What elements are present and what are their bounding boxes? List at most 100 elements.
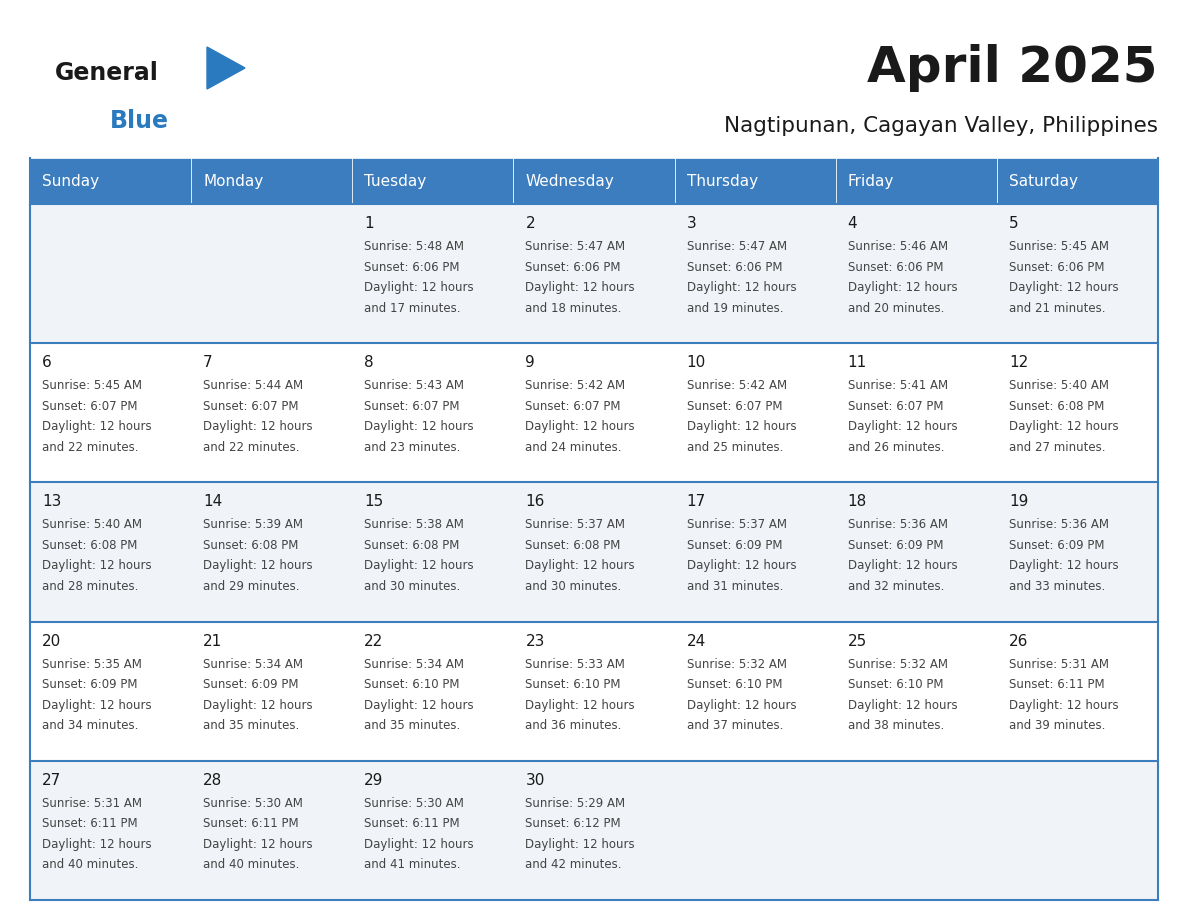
Text: Daylight: 12 hours: Daylight: 12 hours	[365, 838, 474, 851]
Text: 12: 12	[1009, 355, 1028, 370]
Text: Saturday: Saturday	[1009, 174, 1078, 188]
Text: Sunrise: 5:40 AM: Sunrise: 5:40 AM	[42, 519, 143, 532]
Bar	[191, 158, 353, 204]
Text: and 22 minutes.: and 22 minutes.	[42, 441, 139, 453]
Text: 29: 29	[365, 773, 384, 788]
Text: and 18 minutes.: and 18 minutes.	[525, 301, 621, 315]
Bar	[835, 482, 997, 621]
Text: and 32 minutes.: and 32 minutes.	[848, 580, 944, 593]
Text: 22: 22	[365, 633, 384, 649]
Text: 30: 30	[525, 773, 545, 788]
Text: Sunset: 6:09 PM: Sunset: 6:09 PM	[42, 678, 138, 691]
Text: Tuesday: Tuesday	[365, 174, 426, 188]
Text: Sunset: 6:07 PM: Sunset: 6:07 PM	[42, 399, 138, 413]
Text: and 26 minutes.: and 26 minutes.	[848, 441, 944, 453]
Text: 28: 28	[203, 773, 222, 788]
Text: Sunrise: 5:36 AM: Sunrise: 5:36 AM	[848, 519, 948, 532]
Text: Sunrise: 5:38 AM: Sunrise: 5:38 AM	[365, 519, 465, 532]
Text: and 40 minutes.: and 40 minutes.	[42, 858, 138, 871]
Text: Sunset: 6:09 PM: Sunset: 6:09 PM	[687, 539, 782, 552]
Text: Daylight: 12 hours: Daylight: 12 hours	[687, 559, 796, 573]
Text: Sunset: 6:11 PM: Sunset: 6:11 PM	[1009, 678, 1105, 691]
Text: Sunset: 6:06 PM: Sunset: 6:06 PM	[848, 261, 943, 274]
Text: Daylight: 12 hours: Daylight: 12 hours	[365, 420, 474, 433]
Bar	[835, 761, 997, 900]
Text: Daylight: 12 hours: Daylight: 12 hours	[203, 559, 312, 573]
Text: Daylight: 12 hours: Daylight: 12 hours	[848, 281, 958, 294]
Text: Sunrise: 5:39 AM: Sunrise: 5:39 AM	[203, 519, 303, 532]
Text: Sunrise: 5:42 AM: Sunrise: 5:42 AM	[525, 379, 626, 392]
Text: Sunset: 6:07 PM: Sunset: 6:07 PM	[203, 399, 298, 413]
Text: Sunrise: 5:34 AM: Sunrise: 5:34 AM	[203, 657, 303, 671]
Text: Sunrise: 5:36 AM: Sunrise: 5:36 AM	[1009, 519, 1108, 532]
Text: 18: 18	[848, 495, 867, 509]
Bar	[997, 482, 1158, 621]
Text: Thursday: Thursday	[687, 174, 758, 188]
Text: and 36 minutes.: and 36 minutes.	[525, 719, 621, 732]
Text: 27: 27	[42, 773, 62, 788]
Text: Sunset: 6:09 PM: Sunset: 6:09 PM	[1009, 539, 1105, 552]
Text: and 40 minutes.: and 40 minutes.	[203, 858, 299, 871]
Text: Sunrise: 5:42 AM: Sunrise: 5:42 AM	[687, 379, 786, 392]
Text: Sunrise: 5:48 AM: Sunrise: 5:48 AM	[365, 240, 465, 253]
Bar	[30, 621, 191, 761]
Bar	[997, 621, 1158, 761]
Text: Sunrise: 5:46 AM: Sunrise: 5:46 AM	[848, 240, 948, 253]
Text: 13: 13	[42, 495, 62, 509]
Text: Sunset: 6:11 PM: Sunset: 6:11 PM	[365, 817, 460, 830]
Text: and 23 minutes.: and 23 minutes.	[365, 441, 461, 453]
Text: Sunrise: 5:45 AM: Sunrise: 5:45 AM	[1009, 240, 1108, 253]
Text: Sunset: 6:06 PM: Sunset: 6:06 PM	[687, 261, 782, 274]
Text: Daylight: 12 hours: Daylight: 12 hours	[1009, 281, 1118, 294]
Text: and 19 minutes.: and 19 minutes.	[687, 301, 783, 315]
Text: 23: 23	[525, 633, 545, 649]
Text: and 29 minutes.: and 29 minutes.	[203, 580, 299, 593]
Text: and 28 minutes.: and 28 minutes.	[42, 580, 138, 593]
Bar	[675, 158, 835, 204]
Text: 3: 3	[687, 216, 696, 231]
Text: and 38 minutes.: and 38 minutes.	[848, 719, 944, 732]
Bar	[191, 343, 353, 482]
Text: Nagtipunan, Cagayan Valley, Philippines: Nagtipunan, Cagayan Valley, Philippines	[723, 116, 1158, 136]
Text: Sunset: 6:10 PM: Sunset: 6:10 PM	[687, 678, 782, 691]
Text: Sunrise: 5:45 AM: Sunrise: 5:45 AM	[42, 379, 143, 392]
Text: and 33 minutes.: and 33 minutes.	[1009, 580, 1105, 593]
Text: Daylight: 12 hours: Daylight: 12 hours	[365, 559, 474, 573]
Text: Sunset: 6:08 PM: Sunset: 6:08 PM	[525, 539, 621, 552]
Bar	[835, 204, 997, 343]
Text: Sunset: 6:06 PM: Sunset: 6:06 PM	[525, 261, 621, 274]
Text: 14: 14	[203, 495, 222, 509]
Text: Sunset: 6:06 PM: Sunset: 6:06 PM	[1009, 261, 1105, 274]
Text: April 2025: April 2025	[867, 44, 1158, 92]
Text: and 24 minutes.: and 24 minutes.	[525, 441, 623, 453]
Text: and 30 minutes.: and 30 minutes.	[525, 580, 621, 593]
Bar	[353, 482, 513, 621]
Bar	[513, 343, 675, 482]
Bar	[997, 761, 1158, 900]
Bar	[675, 204, 835, 343]
Text: Sunset: 6:11 PM: Sunset: 6:11 PM	[42, 817, 138, 830]
Bar	[513, 761, 675, 900]
Text: and 21 minutes.: and 21 minutes.	[1009, 301, 1105, 315]
Text: Daylight: 12 hours: Daylight: 12 hours	[525, 699, 636, 711]
Text: Daylight: 12 hours: Daylight: 12 hours	[203, 838, 312, 851]
Text: 2: 2	[525, 216, 535, 231]
Text: 8: 8	[365, 355, 374, 370]
Text: 19: 19	[1009, 495, 1029, 509]
Text: Sunset: 6:10 PM: Sunset: 6:10 PM	[848, 678, 943, 691]
Bar	[353, 343, 513, 482]
Text: Daylight: 12 hours: Daylight: 12 hours	[687, 281, 796, 294]
Text: Sunset: 6:08 PM: Sunset: 6:08 PM	[203, 539, 298, 552]
Text: Daylight: 12 hours: Daylight: 12 hours	[848, 559, 958, 573]
Text: Sunrise: 5:32 AM: Sunrise: 5:32 AM	[848, 657, 948, 671]
Text: Daylight: 12 hours: Daylight: 12 hours	[365, 699, 474, 711]
Bar	[353, 204, 513, 343]
Text: and 30 minutes.: and 30 minutes.	[365, 580, 461, 593]
Text: Daylight: 12 hours: Daylight: 12 hours	[42, 838, 152, 851]
Text: Daylight: 12 hours: Daylight: 12 hours	[848, 420, 958, 433]
Text: Sunset: 6:06 PM: Sunset: 6:06 PM	[365, 261, 460, 274]
Text: Monday: Monday	[203, 174, 264, 188]
Text: Daylight: 12 hours: Daylight: 12 hours	[848, 699, 958, 711]
Text: Daylight: 12 hours: Daylight: 12 hours	[42, 559, 152, 573]
Text: Daylight: 12 hours: Daylight: 12 hours	[525, 420, 636, 433]
